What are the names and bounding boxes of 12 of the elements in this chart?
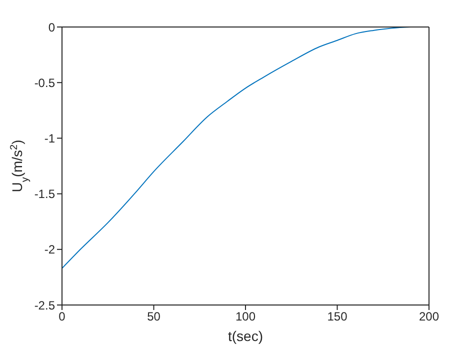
x-tick-label: 100 [235, 310, 256, 324]
y-tick-label: -2.5 [34, 298, 56, 312]
y-tick-label: -1.5 [34, 187, 56, 202]
x-tick-label: 200 [418, 310, 440, 324]
x-axis-title: t(sec) [228, 328, 263, 344]
y-tick-label: -0.5 [34, 76, 56, 90]
x-tick-label: 150 [327, 310, 348, 324]
y-tick-label: -2 [44, 242, 56, 257]
x-tick-label: 0 [58, 310, 66, 324]
y-tick-label: 0 [48, 20, 56, 34]
y-tick-label: -1 [44, 131, 56, 146]
x-tick-label: 50 [147, 310, 161, 324]
